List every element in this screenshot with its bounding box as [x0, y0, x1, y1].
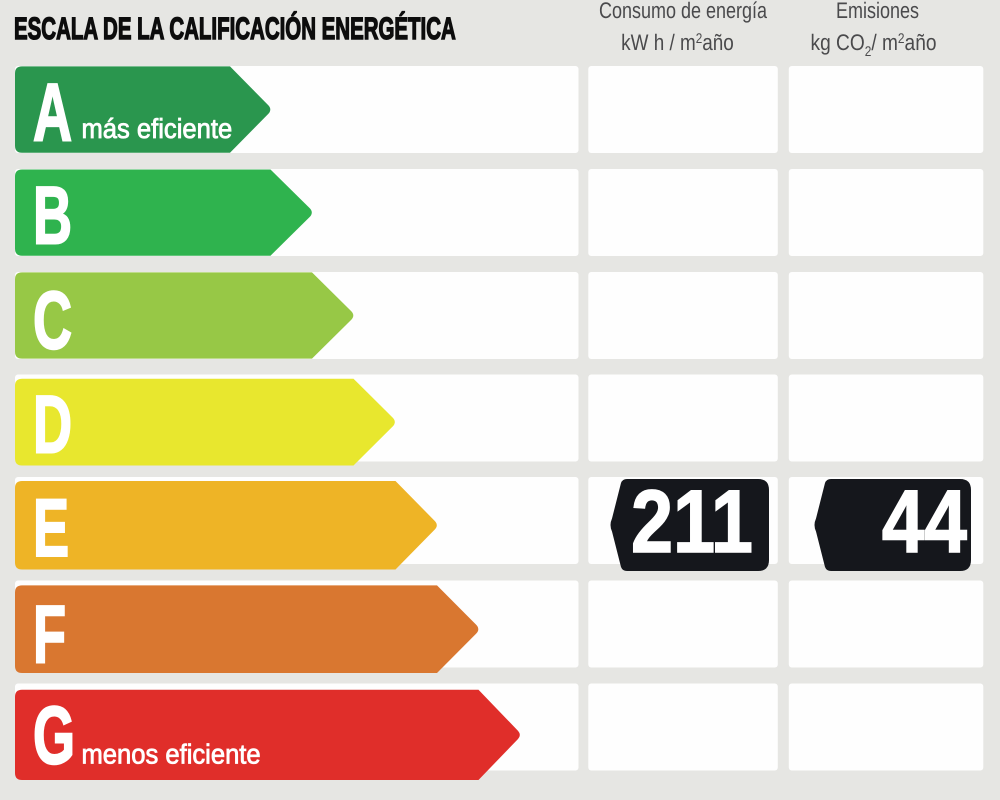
svg-text:A: A — [33, 68, 72, 159]
svg-text:C: C — [33, 276, 72, 367]
svg-text:F: F — [33, 590, 66, 681]
svg-text:44: 44 — [882, 471, 968, 571]
svg-text:Consumo de energía: Consumo de energía — [599, 0, 767, 23]
svg-text:menos eficiente: menos eficiente — [82, 739, 261, 770]
svg-text:G: G — [33, 691, 75, 782]
svg-text:Emisiones: Emisiones — [836, 0, 919, 23]
svg-text:E: E — [33, 483, 69, 574]
svg-text:kW h / m2año: kW h / m2año — [621, 30, 734, 55]
svg-text:D: D — [33, 380, 72, 471]
svg-text:más eficiente: más eficiente — [82, 113, 233, 144]
svg-text:kg CO2/ m2año: kg CO2/ m2año — [811, 30, 937, 59]
svg-text:ESCALA DE LA CALIFICACIÓN ENER: ESCALA DE LA CALIFICACIÓN ENERGÉTICA — [14, 11, 456, 46]
svg-text:B: B — [33, 171, 72, 262]
svg-text:211: 211 — [631, 471, 753, 571]
